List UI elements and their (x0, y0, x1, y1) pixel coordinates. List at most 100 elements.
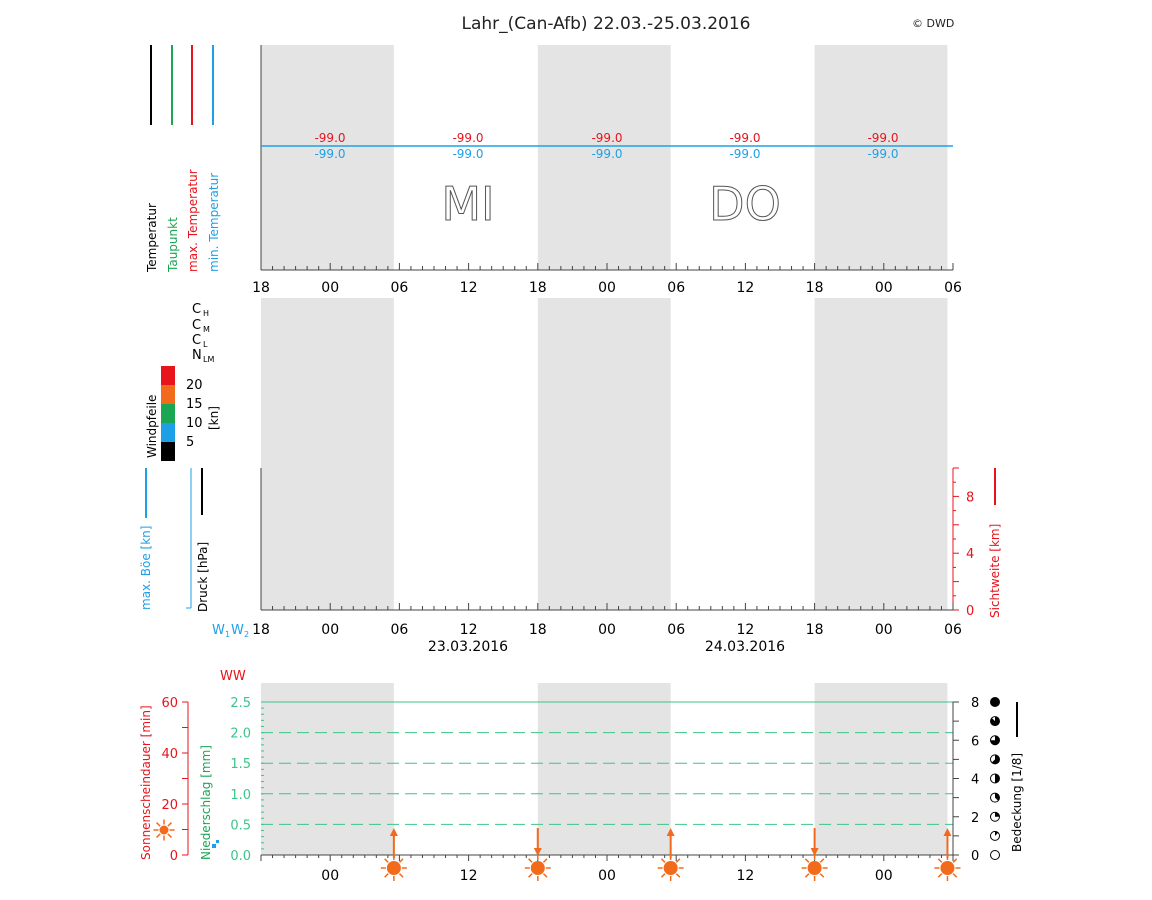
x-tick-label: 06 (944, 622, 962, 638)
precip-tick-label: 2.5 (230, 696, 251, 711)
night-band (537, 45, 671, 270)
data-label-min-temperature: -99.0 (452, 147, 483, 161)
x-tick-label: 00 (598, 622, 616, 638)
night-band (261, 468, 394, 610)
sun-ray (804, 858, 810, 863)
chart-title: Lahr_(Can-Afb) 22.03.-25.03.2016 (462, 14, 751, 34)
sun-ray (156, 833, 161, 838)
x-tick-label: 18 (529, 280, 547, 296)
sun-ray (952, 858, 958, 863)
precip-legend-icon (212, 844, 216, 848)
sunset-arrowhead (810, 848, 819, 856)
cloud-label-ch-sub: H (203, 309, 209, 318)
sun-disc (807, 861, 822, 875)
sunshine-tick-label: 40 (161, 747, 178, 762)
night-band (814, 298, 948, 468)
weekday-label: DO (709, 177, 781, 231)
night-band (261, 298, 394, 468)
cover-octa-fill (995, 812, 1000, 817)
precip-axis-label: Niederschlag [mm] (199, 745, 213, 860)
sun-ray (542, 858, 548, 863)
copyright-text: © DWD (912, 17, 954, 30)
sunrise-arrowhead (666, 828, 675, 836)
w1-sub-label: 1 (225, 630, 230, 639)
x-tick-label: 00 (598, 868, 616, 884)
wind-legend-title: Windpfeile (145, 395, 159, 458)
sun-disc (386, 861, 401, 875)
night-band (261, 45, 394, 270)
sunshine-axis-label: Sonnenscheindauer [min] (139, 705, 153, 860)
date-label: 24.03.2016 (705, 639, 785, 655)
cover-tick-label: 8 (971, 696, 979, 711)
sun-ray (937, 873, 943, 878)
cloud-label-cl-sub: L (203, 340, 208, 349)
precip-tick-label: 2.0 (230, 727, 251, 742)
sun-ray (384, 858, 389, 863)
x-tick-label: 18 (252, 622, 270, 638)
wind-legend-label: 20 (186, 378, 203, 393)
precip-tick-label: 1.0 (230, 788, 251, 803)
sunrise-sun-icon (657, 855, 684, 881)
data-label-min-temperature: -99.0 (314, 147, 345, 161)
precip-tick-label: 1.5 (230, 757, 251, 772)
cloud-label-cl: C (192, 333, 201, 348)
x-tick-label: 00 (321, 622, 339, 638)
w2-label: W (231, 623, 244, 638)
x-tick-label: 06 (390, 622, 408, 638)
cover-octa-fill (990, 716, 1000, 726)
sun-ray (937, 858, 943, 863)
x-tick-label: 18 (806, 280, 824, 296)
data-label-max-temperature: -99.0 (591, 131, 622, 145)
sunset-arrowhead (533, 848, 542, 856)
weekday-label: MI (441, 177, 494, 231)
precip-tick-label: 0.5 (230, 818, 251, 833)
w2-sub-label: 2 (244, 630, 249, 639)
legend-label-dewpoint: Taupunkt (166, 217, 180, 273)
sun-ray (167, 833, 172, 838)
night-bands (261, 45, 948, 855)
cover-octa-symbol (990, 850, 1000, 860)
sun-disc (940, 861, 955, 875)
sunrise-sun-icon (380, 855, 407, 881)
data-label-min-temperature: -99.0 (591, 147, 622, 161)
legend-label-temperature: Temperatur (145, 203, 159, 273)
precip-legend-icon (216, 840, 219, 843)
sun-ray (660, 858, 666, 863)
sun-ray (819, 858, 825, 863)
cloud-label-cm-sub: M (203, 325, 210, 334)
precip-tick-label: 0.0 (230, 849, 251, 864)
cover-axis-label: Bedeckung [1/8] (1010, 753, 1024, 852)
sun-ray (398, 858, 404, 863)
cover-tick-label: 4 (971, 773, 979, 788)
temperature-legend: Temperatur Taupunkt max. Temperatur min.… (145, 45, 221, 273)
legend-label-min-temperature: min. Temperatur (207, 173, 221, 272)
wind-legend: Windpfeile [kn] 20 15 10 5 (145, 366, 221, 461)
night-band (814, 45, 948, 270)
x-tick-label: 00 (321, 280, 339, 296)
wind-legend-label: 5 (186, 435, 194, 450)
wind-legend-unit: [kn] (207, 406, 221, 430)
x-tick-label: 00 (598, 280, 616, 296)
data-label-min-temperature: -99.0 (867, 147, 898, 161)
data-label-max-temperature: -99.0 (314, 131, 345, 145)
data-label-min-temperature: -99.0 (729, 147, 760, 161)
wind-legend-label: 15 (186, 397, 203, 412)
night-band (537, 298, 671, 468)
sunset-sun-icon (524, 855, 551, 881)
x-tick-label: 00 (875, 622, 893, 638)
sunshine-tick-label: 60 (161, 696, 178, 711)
x-tick-label: 18 (806, 622, 824, 638)
sun-ray (675, 858, 681, 863)
data-label-max-temperature: -99.0 (729, 131, 760, 145)
wind-legend-swatch (161, 385, 175, 404)
sun-ray (542, 873, 548, 878)
sunrise-sun-icon (934, 855, 961, 881)
cover-octa-fill (995, 793, 1000, 801)
wind-legend-swatch (161, 366, 175, 385)
sun-ray (384, 873, 389, 878)
cover-octa-fill (995, 831, 999, 836)
x-tick-label: 12 (460, 622, 478, 638)
visibility-axis-label: Sichtweite [km] (988, 524, 1002, 618)
x-tick-label: 18 (252, 280, 270, 296)
